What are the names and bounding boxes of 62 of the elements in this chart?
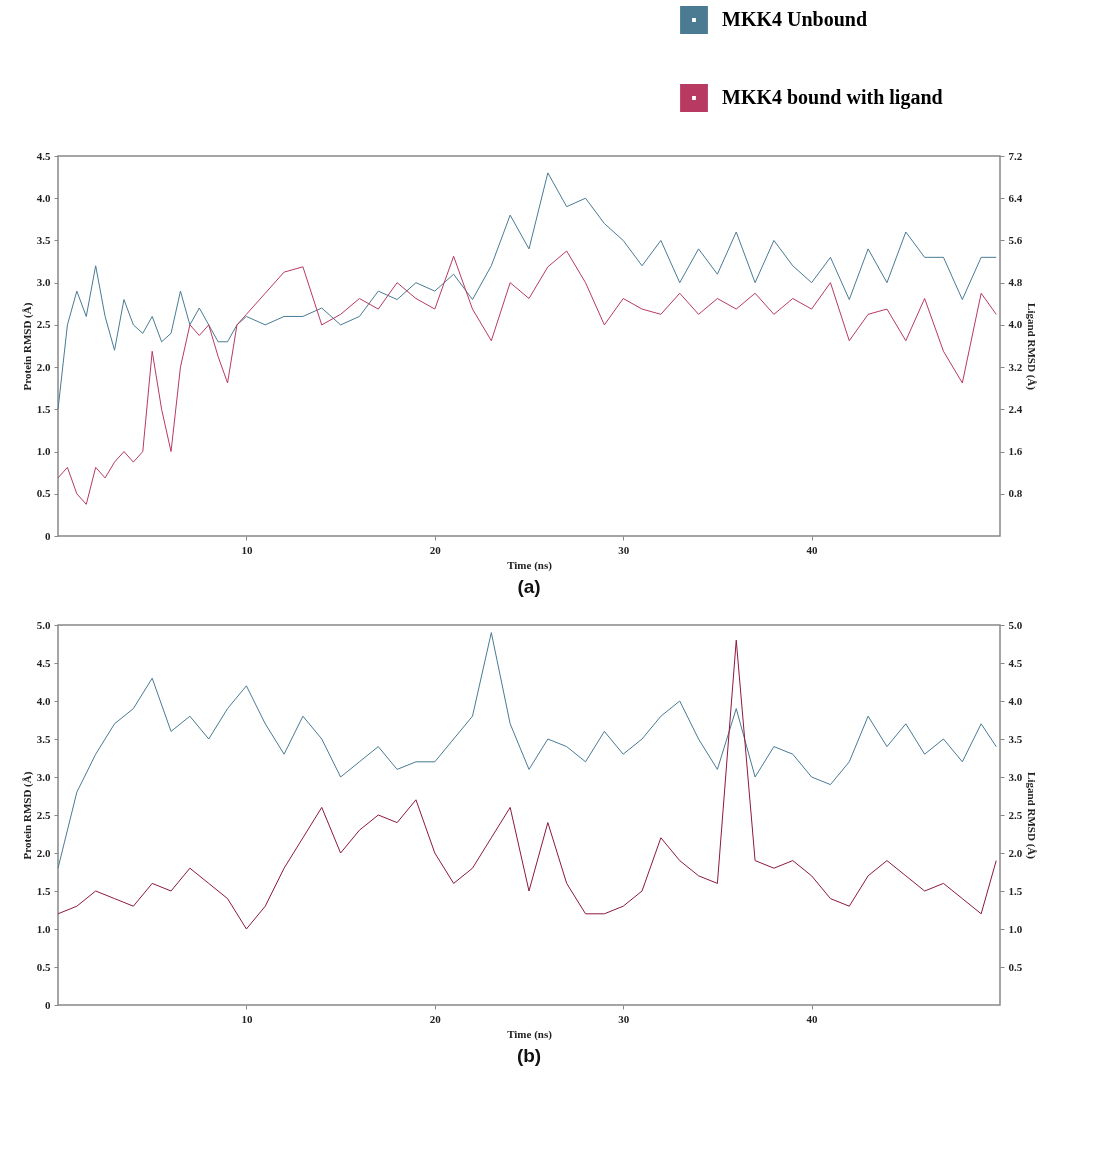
y2-tick-label: 4.8 xyxy=(1008,276,1023,289)
text: (a) xyxy=(517,576,541,597)
x-tick-label: 30 xyxy=(618,543,630,556)
y2-axis-title: Ligand RMSD (Å) xyxy=(1025,303,1039,391)
y-tick-label: 1.0 xyxy=(36,922,51,935)
y2-tick-label: 1.6 xyxy=(1008,445,1023,458)
y2-tick-label: 4.0 xyxy=(1008,694,1023,707)
y2-tick-label: 0.8 xyxy=(1008,487,1023,500)
y-tick-label: 1.0 xyxy=(36,445,51,458)
x-axis-title: Time (ns) xyxy=(507,1027,553,1041)
y-axis-title: Protein RMSD (Å) xyxy=(20,771,34,860)
y2-tick-label: 1.0 xyxy=(1008,922,1023,935)
x-tick-label: 30 xyxy=(618,1012,630,1025)
y2-tick-label: 2.4 xyxy=(1008,402,1023,415)
y-tick-label: 2.5 xyxy=(36,808,51,821)
y2-tick-label: 3.0 xyxy=(1008,770,1023,783)
y-tick-label: 4.5 xyxy=(36,656,51,669)
y2-tick-label: 2.5 xyxy=(1008,808,1023,821)
x-tick-label: 10 xyxy=(241,543,253,556)
y-tick-label: 3.0 xyxy=(36,276,51,289)
y-tick-label: 3.5 xyxy=(36,233,51,246)
y-tick-label: 3.5 xyxy=(36,732,51,745)
y2-tick-label: 6.4 xyxy=(1008,191,1023,204)
y-tick-label: 2.0 xyxy=(36,360,51,373)
x-tick-label: 40 xyxy=(806,1012,819,1025)
y-axis-title: Protein RMSD (Å) xyxy=(20,302,34,391)
y2-tick-label: 3.5 xyxy=(1008,732,1023,745)
y2-tick-label: 7.2 xyxy=(1008,149,1023,162)
y-tick-label: 4.0 xyxy=(36,191,51,204)
line-series xyxy=(57,172,997,410)
y2-tick-label: 5.0 xyxy=(1008,618,1023,631)
line-series xyxy=(57,250,997,505)
y-tick-label: 1.5 xyxy=(36,884,51,897)
legend-label: MKK4 bound with ligand xyxy=(722,86,943,109)
x-tick-label: 20 xyxy=(429,1012,442,1025)
y2-tick-label: 3.2 xyxy=(1008,360,1023,373)
y2-tick-label: 2.0 xyxy=(1008,846,1023,859)
y-tick-label: 4.0 xyxy=(36,694,51,707)
y-tick-label: 5.0 xyxy=(36,618,51,631)
y-tick-label: 3.0 xyxy=(36,770,51,783)
y-tick-label: 0 xyxy=(45,529,51,542)
text: (b) xyxy=(516,1045,542,1066)
line-series xyxy=(57,639,997,930)
y2-tick-label: 5.6 xyxy=(1008,233,1023,246)
y-tick-label: 2.5 xyxy=(36,318,51,331)
y-tick-label: 2.0 xyxy=(36,846,51,859)
y2-tick-label: 0.5 xyxy=(1008,960,1023,973)
y-tick-label: 0.5 xyxy=(36,487,51,500)
y2-tick-label: 1.5 xyxy=(1008,884,1023,897)
y2-tick-label: 4.0 xyxy=(1008,318,1023,331)
y2-axis-title: Ligand RMSD (Å) xyxy=(1025,772,1039,860)
x-tick-label: 40 xyxy=(806,543,819,556)
y-tick-label: 0 xyxy=(45,998,51,1011)
x-axis-title: Time (ns) xyxy=(507,558,553,572)
y-tick-label: 4.5 xyxy=(36,149,51,162)
legend-label: MKK4 Unbound xyxy=(722,8,868,30)
x-tick-label: 10 xyxy=(241,1012,253,1025)
x-tick-label: 20 xyxy=(429,543,442,556)
line-series xyxy=(57,632,997,869)
y-tick-label: 1.5 xyxy=(36,402,51,415)
y2-tick-label: 4.5 xyxy=(1008,656,1023,669)
y-tick-label: 0.5 xyxy=(36,960,51,973)
